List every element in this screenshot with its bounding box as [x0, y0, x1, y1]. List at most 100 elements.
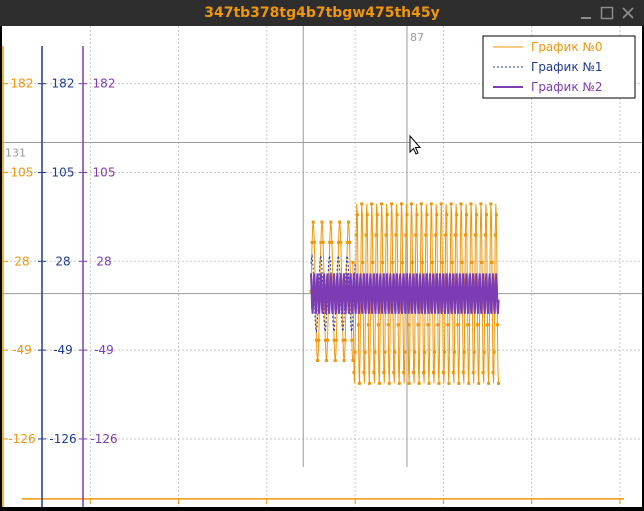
series-0-point [361, 260, 365, 264]
y-tick-label: 28 [55, 254, 70, 268]
series-0-point [427, 381, 431, 385]
maximize-icon[interactable] [599, 5, 615, 21]
series-0-point [431, 371, 435, 375]
series-0-point [455, 213, 459, 217]
series-0-point [460, 260, 464, 264]
series-0-point [403, 350, 407, 354]
series-0-point [350, 338, 354, 342]
series-0-point [355, 213, 359, 217]
series-0-point [473, 233, 477, 237]
series-0-point [394, 233, 398, 237]
series-0-point [390, 202, 394, 206]
series-0-point [490, 260, 494, 264]
series-0-point [415, 213, 419, 217]
series-0-point [483, 233, 487, 237]
legend: График №0 График №1 График №2 [482, 35, 636, 99]
series-0-point [467, 381, 471, 385]
series-0-point [367, 381, 371, 385]
series-0-point [337, 240, 341, 244]
series-0-point [424, 233, 428, 237]
y-tick-label: 28 [14, 254, 29, 268]
series-0-point [445, 213, 449, 217]
series-0-point [476, 323, 480, 327]
series-0-point [433, 350, 437, 354]
series-0-point [409, 202, 413, 206]
series-0-point [447, 381, 451, 385]
series-0-point [459, 202, 463, 206]
series-0-point [457, 381, 461, 385]
series-0-point [311, 220, 315, 224]
series-0-point [356, 323, 360, 327]
series-2-line [310, 273, 500, 314]
series-0-point [491, 371, 495, 375]
series-0-point [319, 240, 323, 244]
series-0-point [414, 233, 418, 237]
series-0-point [377, 381, 381, 385]
y-tick-label: 105 [93, 165, 116, 179]
y-tick-label: -49 [53, 343, 73, 357]
series-0-point [328, 240, 332, 244]
series-0-point [441, 371, 445, 375]
series-0-point [429, 202, 433, 206]
series-0-point [324, 359, 328, 363]
title-bar: 347tb378tg4b7tbgw475th45y [0, 0, 644, 26]
series-0-point [479, 202, 483, 206]
series-0-point [497, 381, 501, 385]
series-0-point [346, 220, 350, 224]
series-0-point [446, 323, 450, 327]
series-0-point [375, 213, 379, 217]
series-0-point [384, 233, 388, 237]
series-0-point [416, 323, 420, 327]
series-0-point [469, 202, 473, 206]
series-0-point [329, 220, 333, 224]
series-0-point [470, 260, 474, 264]
series-0-point [385, 213, 389, 217]
series-0-point [326, 338, 330, 342]
series-0-point [321, 240, 325, 244]
series-0-point [362, 371, 366, 375]
series-0-point [374, 233, 378, 237]
legend-label-0: График №0 [531, 40, 603, 54]
series-0-point [392, 371, 396, 375]
series-0-point [417, 381, 421, 385]
chart-svg[interactable]: -200-120-404012020028018210528-49-126182… [2, 26, 642, 511]
series-0-point [472, 350, 476, 354]
mouse-pointer-icon [409, 134, 422, 155]
y-tick-label: -49 [94, 343, 114, 357]
series-0-point [316, 359, 320, 363]
series-0-point [466, 323, 470, 327]
series-0-point [366, 323, 370, 327]
axes-layer: -200-120-404012020028018210528-49-126182… [2, 46, 631, 511]
y-tick-label: 28 [96, 254, 111, 268]
series-0-point [465, 213, 469, 217]
series-0-point [317, 338, 321, 342]
plot-area[interactable]: -200-120-404012020028018210528-49-126182… [2, 26, 642, 511]
series-0-point [399, 202, 403, 206]
series-0-point [407, 381, 411, 385]
series-0-point [436, 323, 440, 327]
series-0-point [494, 213, 498, 217]
series-0-point [456, 323, 460, 327]
series-0-point [314, 338, 318, 342]
series-0-point [345, 240, 349, 244]
series-0-point [352, 371, 356, 375]
series-0-point [312, 240, 316, 244]
series-0-point [404, 233, 408, 237]
series-0-point [492, 350, 496, 354]
series-0-point [358, 381, 362, 385]
series-0-point [434, 233, 438, 237]
series-0-point [449, 202, 453, 206]
series-0-point [376, 323, 380, 327]
close-icon[interactable] [620, 5, 636, 21]
series-0-point [463, 233, 467, 237]
series-0-point [412, 371, 416, 375]
series-0-point [425, 213, 429, 217]
series-0-point [380, 202, 384, 206]
series-0-point [495, 323, 499, 327]
series-0-point [480, 260, 484, 264]
series-0-point [397, 381, 401, 385]
series-0-point [365, 213, 369, 217]
minimize-icon[interactable] [578, 5, 594, 21]
series-0-point [370, 202, 374, 206]
